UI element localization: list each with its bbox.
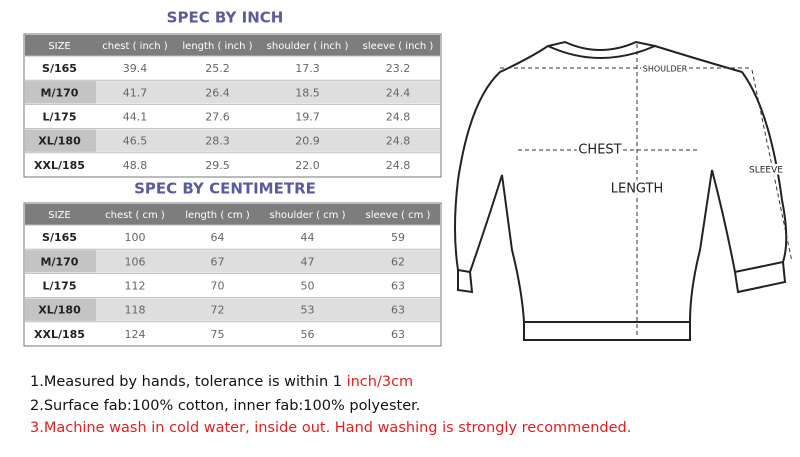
value-cell: 100 bbox=[125, 231, 146, 244]
header-row bbox=[25, 35, 440, 56]
note-segment: 1.Measured by hands, tolerance is within… bbox=[30, 374, 347, 390]
value-cell: 63 bbox=[391, 328, 405, 341]
length-label: LENGTH bbox=[611, 182, 664, 197]
right-cuff bbox=[734, 261, 787, 294]
header-cell: SIZE bbox=[48, 210, 70, 221]
note: 3.Machine wash in cold water, inside out… bbox=[30, 420, 631, 436]
note: 2.Surface fab:100% cotton, inner fab:100… bbox=[30, 398, 420, 414]
header-cell: sleeve ( inch ) bbox=[363, 41, 434, 52]
value-cell: 75 bbox=[211, 328, 225, 341]
value-cell: 72 bbox=[211, 304, 225, 317]
value-cell: 28.3 bbox=[205, 135, 230, 148]
note-segment: 2.Surface fab:100% cotton, inner fab:100… bbox=[30, 398, 420, 414]
value-cell: 44.1 bbox=[123, 111, 148, 124]
value-cell: 26.4 bbox=[205, 86, 230, 99]
value-cell: 27.6 bbox=[205, 111, 230, 124]
header-row bbox=[25, 204, 440, 225]
header-cell: length ( cm ) bbox=[185, 210, 250, 221]
sleeve-line bbox=[751, 69, 793, 263]
left-cuff bbox=[457, 270, 474, 294]
sweater-body bbox=[454, 40, 788, 323]
value-cell: 17.3 bbox=[295, 62, 320, 75]
value-cell: 47 bbox=[301, 255, 315, 268]
value-cell: 24.4 bbox=[386, 86, 411, 99]
header-cell: shoulder ( cm ) bbox=[270, 210, 346, 221]
value-cell: 39.4 bbox=[123, 62, 148, 75]
value-cell: 59 bbox=[391, 231, 405, 244]
value-cell: 70 bbox=[211, 280, 225, 293]
value-cell: 53 bbox=[301, 304, 315, 317]
row-band bbox=[25, 129, 440, 152]
size-cell: XL/180 bbox=[38, 304, 81, 317]
value-cell: 62 bbox=[391, 255, 405, 268]
value-cell: 20.9 bbox=[295, 135, 320, 148]
sweater-hem bbox=[523, 322, 691, 341]
value-cell: 25.2 bbox=[205, 62, 230, 75]
value-cell: 24.8 bbox=[386, 111, 411, 124]
value-cell: 112 bbox=[125, 280, 146, 293]
value-cell: 22.0 bbox=[295, 159, 320, 172]
size-cell-band bbox=[25, 298, 96, 321]
header-cell: chest ( cm ) bbox=[105, 210, 165, 221]
value-cell: 23.2 bbox=[386, 62, 411, 75]
sleeve-label: SLEEVE bbox=[749, 166, 783, 176]
table-title: SPEC BY INCH bbox=[167, 9, 284, 27]
value-cell: 106 bbox=[125, 255, 146, 268]
row-band bbox=[25, 298, 440, 321]
header-cell: chest ( inch ) bbox=[102, 41, 168, 52]
value-cell: 63 bbox=[391, 280, 405, 293]
value-cell: 124 bbox=[125, 328, 146, 341]
table-title: SPEC BY CENTIMETRE bbox=[134, 180, 316, 198]
value-cell: 29.5 bbox=[205, 159, 230, 172]
value-cell: 44 bbox=[301, 231, 315, 244]
row-band bbox=[25, 81, 440, 104]
chest-label: CHEST bbox=[578, 143, 621, 158]
size-cell: L/175 bbox=[43, 111, 77, 124]
value-cell: 19.7 bbox=[295, 111, 320, 124]
measure-lines bbox=[500, 44, 793, 336]
value-cell: 18.5 bbox=[295, 86, 320, 99]
size-cell: L/175 bbox=[43, 280, 77, 293]
size-cell-band bbox=[25, 81, 96, 104]
note: 1.Measured by hands, tolerance is within… bbox=[30, 374, 413, 390]
header-cell: length ( inch ) bbox=[182, 41, 252, 52]
value-cell: 50 bbox=[301, 280, 315, 293]
size-cell: XL/180 bbox=[38, 135, 81, 148]
size-cell: S/165 bbox=[42, 231, 77, 244]
note-segment: 3.Machine wash in cold water, inside out… bbox=[30, 420, 631, 436]
row-band bbox=[25, 250, 440, 273]
value-cell: 67 bbox=[211, 255, 225, 268]
header-cell: shoulder ( inch ) bbox=[267, 41, 349, 52]
value-cell: 118 bbox=[125, 304, 146, 317]
size-cell: M/170 bbox=[41, 86, 79, 99]
value-cell: 56 bbox=[301, 328, 315, 341]
note-segment: inch/3cm bbox=[347, 374, 414, 390]
size-cell: S/165 bbox=[42, 62, 77, 75]
value-cell: 41.7 bbox=[123, 86, 148, 99]
value-cell: 24.8 bbox=[386, 159, 411, 172]
value-cell: 48.8 bbox=[123, 159, 148, 172]
size-cell: M/170 bbox=[41, 255, 79, 268]
size-cell: XXL/185 bbox=[34, 159, 85, 172]
value-cell: 64 bbox=[211, 231, 225, 244]
sweater-outline bbox=[454, 40, 788, 341]
shoulder-label: SHOULDER bbox=[643, 65, 688, 74]
size-cell-band bbox=[25, 129, 96, 152]
value-cell: 24.8 bbox=[386, 135, 411, 148]
sweater-collar bbox=[547, 45, 656, 59]
size-cell-band bbox=[25, 250, 96, 273]
value-cell: 63 bbox=[391, 304, 405, 317]
header-cell: SIZE bbox=[48, 41, 70, 52]
header-cell: sleeve ( cm ) bbox=[366, 210, 431, 221]
size-cell: XXL/185 bbox=[34, 328, 85, 341]
value-cell: 46.5 bbox=[123, 135, 148, 148]
